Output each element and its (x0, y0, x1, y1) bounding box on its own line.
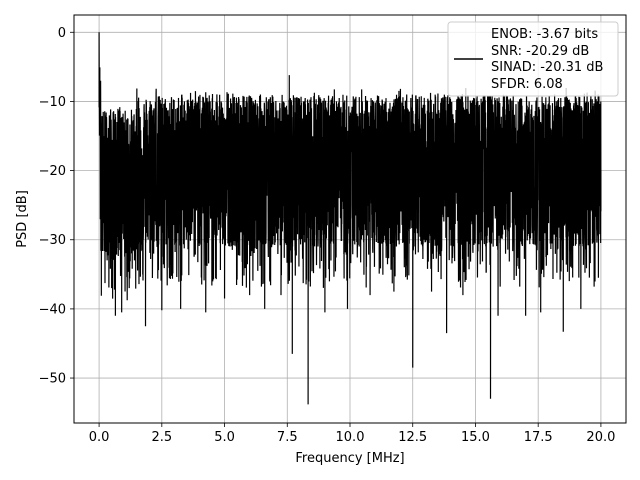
x-tick-label: 2.5 (151, 430, 172, 445)
legend-line-sinad: SINAD: -20.31 dB (491, 60, 603, 75)
x-tick-label: 20.0 (586, 430, 615, 445)
legend-box (447, 21, 619, 97)
x-axis-title: Frequency [MHz] (295, 451, 404, 466)
y-tick-label: 0 (58, 26, 66, 41)
x-tick-label: 7.5 (277, 430, 298, 445)
legend-line-sfdr: SFDR: 6.08 (491, 77, 563, 92)
y-tick-label: −40 (39, 302, 66, 317)
y-tick-label: −50 (39, 372, 66, 387)
x-tick-label: 5.0 (214, 430, 235, 445)
x-tick-label: 17.5 (524, 430, 553, 445)
y-axis-title: PSD [dB] (15, 190, 30, 248)
x-tick-label: 10.0 (336, 430, 365, 445)
x-tick-label: 0.0 (89, 430, 110, 445)
psd-series-line (98, 32, 602, 405)
legend-line-snr: SNR: -20.29 dB (491, 44, 589, 59)
x-tick-label: 12.5 (398, 430, 427, 445)
y-tick-label: −20 (39, 164, 66, 179)
legend: ENOB: -3.67 bits SNR: -20.29 dB SINAD: -… (447, 21, 619, 97)
y-tick-label: −10 (39, 95, 66, 110)
y-tick-label: −30 (39, 233, 66, 248)
legend-line-enob: ENOB: -3.67 bits (491, 27, 598, 42)
series-layer (98, 32, 602, 405)
x-tick-label: 15.0 (461, 430, 490, 445)
axis-ticks: 0.0 2.5 5.0 7.5 10.0 12.5 15.0 17.5 20.0 0 −10 −20 −… (39, 26, 616, 445)
